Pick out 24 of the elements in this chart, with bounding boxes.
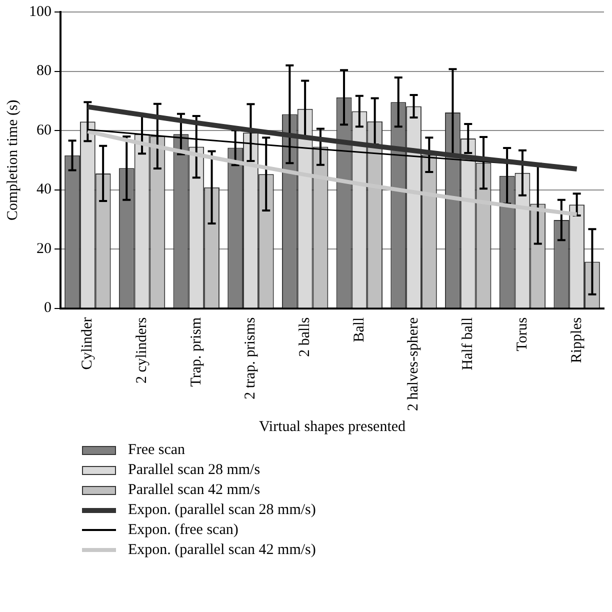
y-axis-title: Completion time (s): [4, 100, 21, 221]
x-tick-label: Ripples: [568, 317, 585, 364]
legend-label: Free scan: [128, 442, 186, 458]
x-tick-label: 2 balls: [297, 317, 314, 357]
y-tick-label: 20: [36, 240, 52, 257]
legend-label: Expon. (parallel scan 28 mm/s): [128, 502, 316, 518]
y-tick-label: 80: [36, 63, 52, 80]
y-tick-label: 60: [36, 122, 52, 138]
y-tick-label: 40: [36, 182, 52, 198]
legend-label: Expon. (free scan): [128, 522, 238, 538]
x-tick-label: Ball: [351, 317, 368, 342]
x-tick-label: 2 cylinders: [134, 317, 150, 384]
x-tick-label: Trap. prism: [188, 316, 204, 387]
legend-label: Expon. (parallel scan 42 mm/s): [128, 542, 316, 558]
x-tick-label: Torus: [514, 317, 530, 352]
x-tick-label: 2 trap. prisms: [242, 317, 259, 400]
legend-label: Parallel scan 28 mm/s: [128, 462, 260, 478]
x-tick-label: Cylinder: [80, 317, 96, 370]
y-tick-label: 100: [29, 4, 52, 20]
legend-label: Parallel scan 42 mm/s: [128, 482, 260, 498]
x-tick-label: 2 halves-sphere: [406, 316, 422, 412]
y-tick-label: 0: [44, 300, 52, 316]
x-tick-label: Half ball: [460, 317, 476, 370]
x-axis-title: Virtual shapes presented: [258, 418, 406, 435]
